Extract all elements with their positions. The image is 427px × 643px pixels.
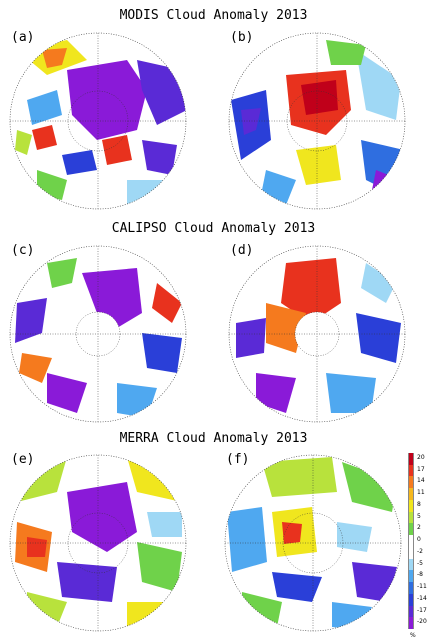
merra-title: MERRA Cloud Anomaly 2013 [119, 431, 308, 446]
colorbar-tick-label: 8 [417, 500, 421, 508]
colorbar-tick-label: 14 [417, 477, 425, 485]
colorbar-segment [408, 605, 414, 618]
colorbar-segment [408, 488, 414, 501]
colorbar-tick-label: 17 [417, 465, 425, 473]
colorbar-tick-label: -17 [417, 606, 427, 614]
colorbar-tick-label: 0 [417, 536, 421, 544]
colorbar-tick-label: 2 [417, 524, 421, 532]
colorbar-tick-label: -2 [417, 547, 423, 555]
polar-map-c [9, 245, 187, 423]
map-panel-a: (a) [7, 30, 189, 212]
map-panel-d: (d) [226, 243, 408, 425]
colorbar-segment [408, 476, 414, 489]
colorbar-tick-label: -5 [417, 559, 423, 567]
colorbar-segment [408, 558, 414, 571]
colorbar-segment [408, 535, 414, 548]
polar-map-f [224, 454, 402, 632]
colorbar-segment [408, 523, 414, 536]
modis-title: MODIS Cloud Anomaly 2013 [119, 8, 308, 23]
colorbar-tick-label: -20 [417, 618, 427, 626]
calipso-title: CALIPSO Cloud Anomaly 2013 [111, 221, 316, 236]
map-panel-e: (e) [7, 452, 189, 634]
polar-map-a [9, 32, 187, 210]
panel-label-f: (f) [226, 452, 250, 467]
panel-label-a: (a) [11, 30, 35, 45]
colorbar-tick-label: -14 [417, 594, 427, 602]
colorbar-tick-label: -11 [417, 583, 427, 591]
panel-label-b: (b) [230, 30, 254, 45]
colorbar-segment [408, 593, 414, 607]
colorbar [408, 453, 414, 630]
colorbar-segment [408, 453, 414, 466]
panel-label-c: (c) [11, 243, 35, 258]
panel-label-e: (e) [11, 452, 35, 467]
colorbar-tick-label: 11 [417, 489, 425, 497]
colorbar-tick-label: 20 [417, 454, 425, 461]
colorbar-segment [408, 499, 414, 513]
colorbar-tick-label: -8 [417, 571, 423, 579]
panel-label-d: (d) [230, 243, 254, 258]
polar-map-b [228, 32, 406, 210]
colorbar-segment [408, 582, 414, 595]
colorbar-tick-label: 5 [417, 512, 421, 520]
map-panel-b: (b) [226, 30, 408, 212]
colorbar-unit: % [410, 632, 416, 639]
colorbar-segment [408, 617, 414, 630]
colorbar-segment [408, 546, 414, 560]
polar-map-e [9, 454, 187, 632]
colorbar-segment [408, 570, 414, 583]
map-panel-f: (f) [222, 452, 404, 634]
colorbar-segment [408, 464, 414, 477]
polar-map-d [228, 245, 406, 423]
map-panel-c: (c) [7, 243, 189, 425]
colorbar-segment [408, 511, 414, 524]
